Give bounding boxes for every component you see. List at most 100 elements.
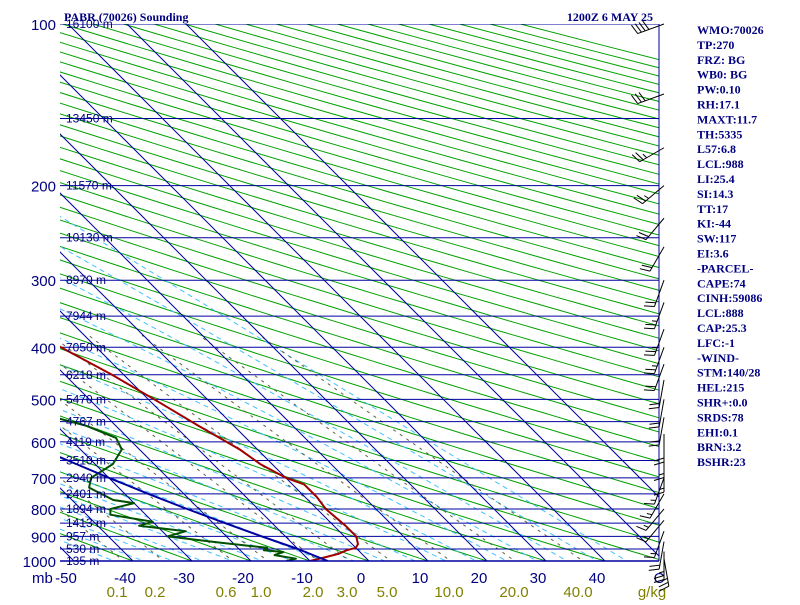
mixing-ratio-label: 2.0 xyxy=(303,584,324,600)
index-line: EHI:0.1 xyxy=(697,425,738,439)
index-line: WMO:70026 xyxy=(697,23,764,37)
height-label: 1413 m xyxy=(66,516,106,530)
wind-barb xyxy=(649,542,664,571)
index-line: TP:270 xyxy=(697,38,734,52)
barb-flag xyxy=(649,404,659,405)
barb-half-flag xyxy=(644,525,649,527)
dry-adiabat xyxy=(0,24,800,572)
dry-adiabat xyxy=(0,24,800,572)
dry-adiabat xyxy=(0,24,800,572)
pressure-label: 200 xyxy=(31,179,56,196)
barb-flag xyxy=(644,355,654,356)
mixing-ratio-unit: g/kg xyxy=(638,584,666,600)
barb-flag xyxy=(645,369,655,370)
height-label: 7050 m xyxy=(66,340,106,354)
temperature-tick-label: 30 xyxy=(530,570,547,587)
barb-shaft xyxy=(659,542,664,570)
mixing-ratio-label: 0.6 xyxy=(216,584,237,600)
pressure-label: 700 xyxy=(31,471,56,488)
isotherm xyxy=(0,12,26,572)
height-label: 6218 m xyxy=(66,368,106,382)
index-line: -WIND- xyxy=(697,351,739,365)
barb-flag xyxy=(645,302,655,303)
index-line: LCL:988 xyxy=(697,157,744,171)
dry-adiabat xyxy=(0,24,224,572)
index-line: LI:25.4 xyxy=(697,172,735,186)
mixing-ratio-label: 5.0 xyxy=(377,584,398,600)
mixing-ratio-label: 1.0 xyxy=(251,584,272,600)
pressure-label: 500 xyxy=(31,392,56,409)
mixing-ratio-label: 0.1 xyxy=(107,584,128,600)
barb-flag xyxy=(644,390,654,391)
temperature-tick-label: 20 xyxy=(471,570,488,587)
dry-adiabat xyxy=(0,24,800,572)
pressure-label: 600 xyxy=(31,435,56,452)
barb-half-flag xyxy=(647,513,652,514)
barb-shaft xyxy=(664,559,669,587)
wind-barb xyxy=(644,329,664,355)
index-line: BSHR:23 xyxy=(697,455,746,469)
index-line: KI:-44 xyxy=(697,217,731,231)
background-grid xyxy=(0,12,800,572)
mixing-ratio-label: 40.0 xyxy=(563,584,592,600)
height-label: 13450 m xyxy=(66,112,113,126)
temperature-tick-label: 0 xyxy=(357,570,365,587)
height-label: 135 m xyxy=(66,554,99,568)
pressure-label: 300 xyxy=(31,273,56,290)
index-line: STM:140/28 xyxy=(697,366,760,380)
dry-adiabat xyxy=(0,24,800,572)
barb-flag xyxy=(644,373,654,374)
barb-flag xyxy=(649,565,659,566)
height-label: 7944 m xyxy=(66,309,106,323)
dry-adiabat xyxy=(0,24,800,572)
height-label: 8970 m xyxy=(66,273,106,287)
dry-adiabat xyxy=(0,24,800,572)
height-label: 1894 m xyxy=(66,502,106,516)
index-line: CAPE:74 xyxy=(697,276,746,290)
dry-adiabat xyxy=(0,24,800,572)
index-line: CAP:25.3 xyxy=(697,321,747,335)
dry-adiabat xyxy=(0,24,800,572)
dry-adiabat xyxy=(0,24,800,572)
index-line: TT:17 xyxy=(697,202,728,216)
pressure-label: 100 xyxy=(31,17,56,34)
barb-flag xyxy=(649,423,659,424)
wind-barb xyxy=(644,364,664,390)
height-label: 2401 m xyxy=(66,487,106,501)
dry-adiabat xyxy=(0,24,800,572)
dry-adiabat xyxy=(0,24,800,572)
index-line: PW:0.10 xyxy=(697,83,741,97)
barb-flag xyxy=(639,233,649,237)
pressure-label: 1000 xyxy=(23,554,56,571)
temperature-tick-label: -50 xyxy=(55,570,77,587)
barb-flag xyxy=(636,526,646,530)
index-line: EI:3.6 xyxy=(697,247,729,261)
barb-flag xyxy=(649,407,659,408)
barb-flag xyxy=(640,269,650,271)
moist-adiabat xyxy=(0,264,321,572)
height-label: 2940 m xyxy=(66,471,106,485)
dry-adiabat xyxy=(0,24,800,572)
dry-adiabat xyxy=(0,24,800,572)
index-line: -PARCEL- xyxy=(697,261,753,275)
wind-barb xyxy=(636,218,664,239)
index-line: MAXT:11.7 xyxy=(697,112,757,126)
index-line: SW:117 xyxy=(697,232,736,246)
isotherm xyxy=(174,12,734,572)
barb-flag xyxy=(644,306,654,307)
barb-shaft xyxy=(643,186,664,204)
barb-half-flag xyxy=(644,196,648,199)
barb-half-flag xyxy=(659,474,664,476)
dry-adiabat xyxy=(0,24,800,572)
pressure-label: 900 xyxy=(31,529,56,546)
barb-flag xyxy=(644,557,654,558)
dry-adiabat xyxy=(0,24,800,572)
height-label: 3510 m xyxy=(66,454,106,468)
mixing-ratio-label: 20.0 xyxy=(499,584,528,600)
pressure-unit-label: mb xyxy=(32,570,53,587)
index-line: SI:14.3 xyxy=(697,187,733,201)
index-line: BRN:3.2 xyxy=(697,440,741,454)
index-line: FRZ: BG xyxy=(697,53,745,67)
dry-adiabat xyxy=(0,24,800,572)
